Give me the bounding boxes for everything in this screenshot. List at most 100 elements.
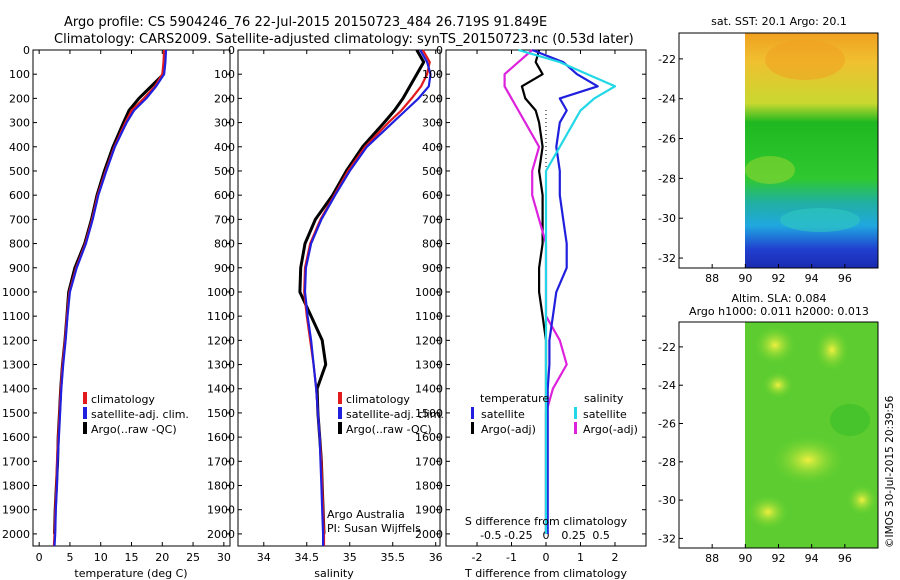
map-lon-label: 96 (838, 552, 852, 565)
depth-tick-label: 1700 (207, 455, 235, 468)
depth-tick-label: 200 (9, 92, 30, 105)
x-tick-label: 35 (343, 551, 357, 564)
sst-warm-patch (765, 40, 845, 80)
map-lat-label: -32 (658, 532, 676, 545)
map-lat-label: -28 (658, 172, 676, 185)
depth-tick-label: 500 (422, 165, 443, 178)
depth-tick-label: 1100 (207, 310, 235, 323)
legend-argo-swatch (83, 422, 87, 434)
depth-tick-label: 1400 (415, 383, 443, 396)
legend-climatology-swatch (83, 392, 87, 404)
temperature-xlabel: temperature (deg C) (74, 567, 187, 580)
depth-tick-label: 1000 (2, 286, 30, 299)
legend-sal-argo-swatch (574, 422, 577, 434)
depth-tick-label: 0 (228, 44, 235, 57)
legend-temp-header: temperature (480, 392, 549, 405)
difference-xlabel: T difference from climatology (464, 567, 627, 580)
map-lat-label: -28 (658, 456, 676, 469)
difference-x-ticks: -2 -1 0 1 2 -0.5 -0.25 0 0.25 0.5 (472, 50, 618, 564)
depth-tick-label: 400 (214, 141, 235, 154)
map-lat-label: -32 (658, 252, 676, 265)
legend-satellite-swatch (83, 407, 87, 419)
salinity-axes (237, 49, 441, 547)
salinity-x-ticks: 34 34.5 35 35.5 36 (257, 50, 443, 564)
sla-high-4 (770, 434, 846, 486)
depth-tick-label: 1500 (415, 407, 443, 420)
depth-tick-label: 1500 (2, 407, 30, 420)
depth-tick-label: 1700 (415, 455, 443, 468)
legend-satellite-label: satellite-adj. clim. (91, 408, 189, 421)
depth-tick-label: 1300 (207, 359, 235, 372)
depth-tick-label: 300 (9, 117, 30, 130)
s-diff-tick-label: 0.5 (592, 529, 610, 542)
legend2-argo-swatch (338, 422, 342, 434)
sla-high-1 (753, 325, 797, 365)
salinity-legend: climatology satellite-adj. clim. Argo(..… (338, 392, 444, 436)
depth-tick-label: 700 (422, 213, 443, 226)
depth-tick-label: 2000 (207, 528, 235, 541)
depth-tick-label: 1400 (2, 383, 30, 396)
sla-high-5 (746, 494, 790, 530)
depth-tick-label: 400 (422, 141, 443, 154)
x-tick-label: 0 (36, 551, 43, 564)
legend-temp-argo-swatch (471, 422, 474, 434)
depth-tick-label: 1800 (207, 480, 235, 493)
credit-line1: Argo Australia (327, 508, 405, 521)
depth-tick-label: 1200 (415, 334, 443, 347)
sst-map-title: sat. SST: 20.1 Argo: 20.1 (711, 15, 847, 28)
depth-tick-label: 1600 (2, 431, 30, 444)
salinity-xlabel: salinity (314, 567, 354, 580)
depth-tick-label: 1900 (207, 504, 235, 517)
sst-map-ticks: -22 -24 -26 -28 -30 -32 88 90 92 94 96 (658, 53, 852, 285)
depth-tick-label: 700 (214, 213, 235, 226)
depth-tick-label: 600 (214, 189, 235, 202)
x-tick-label: 35.5 (380, 551, 405, 564)
salinity-lines (298, 49, 432, 546)
depth-tick-label: 900 (422, 262, 443, 275)
series-satellite-adj-clim- (303, 49, 432, 546)
salinity-depth-ticks: 0100200300400500600700800900100011001200… (207, 44, 440, 541)
title-line1: Argo profile: CS 5904246_76 22-Jul-2015 … (64, 15, 547, 30)
credit-line2: PI: Susan Wijffels (327, 522, 421, 535)
legend-sal-sat-swatch (574, 407, 577, 419)
x-tick-label: 30 (217, 551, 231, 564)
temperature-axes (32, 49, 231, 547)
map-lon-label: 90 (738, 552, 752, 565)
x-tick-label: 25 (186, 551, 200, 564)
depth-tick-label: 1800 (2, 480, 30, 493)
title-line2: Climatology: CARS2009. Satellite-adjuste… (54, 32, 634, 47)
depth-tick-label: 300 (422, 117, 443, 130)
map-lon-label: 92 (772, 552, 786, 565)
map-lon-label: 96 (838, 272, 852, 285)
series-satellite-adj-clim- (53, 49, 168, 547)
temperature-x-ticks: 0 5 10 15 20 25 30 (36, 50, 231, 564)
temperature-panel: 0100200300400500600700800900100011001200… (2, 44, 231, 580)
map-lat-label: -26 (658, 133, 676, 146)
depth-tick-label: 1300 (415, 359, 443, 372)
s-diff-tick-label: 0 (543, 529, 550, 542)
x-tick-label: 36 (429, 551, 443, 564)
depth-tick-label: 1500 (207, 407, 235, 420)
map-lat-label: -30 (658, 494, 676, 507)
x-tick-label: -2 (472, 551, 483, 564)
difference-top-label: S difference from climatology (465, 515, 628, 528)
temperature-lines (52, 49, 168, 547)
depth-tick-label: 100 (422, 68, 443, 81)
s-diff-tick-label: 0.25 (561, 529, 586, 542)
depth-tick-label: 800 (9, 238, 30, 251)
depth-tick-label: 0 (23, 44, 30, 57)
sla-map-panel: Altim. SLA: 0.084 Argo h1000: 0.011 h200… (658, 292, 879, 565)
depth-tick-label: 600 (422, 189, 443, 202)
depth-tick-label: 1200 (207, 334, 235, 347)
map-lat-label: -22 (658, 53, 676, 66)
side-stamp: ©IMOS 30-Jul-2015 20:39:56 (884, 395, 896, 548)
map-lon-label: 94 (805, 552, 819, 565)
legend-sal-argo-label: Argo(-adj) (583, 423, 638, 436)
depth-tick-label: 400 (9, 141, 30, 154)
series-argo-raw-qc- (53, 49, 167, 534)
depth-tick-label: 1000 (207, 286, 235, 299)
depth-tick-label: 2000 (415, 528, 443, 541)
depth-tick-label: 1400 (207, 383, 235, 396)
legend-sal-sat-label: satellite (583, 408, 627, 421)
s-diff-tick-label: -0.5 (480, 529, 501, 542)
